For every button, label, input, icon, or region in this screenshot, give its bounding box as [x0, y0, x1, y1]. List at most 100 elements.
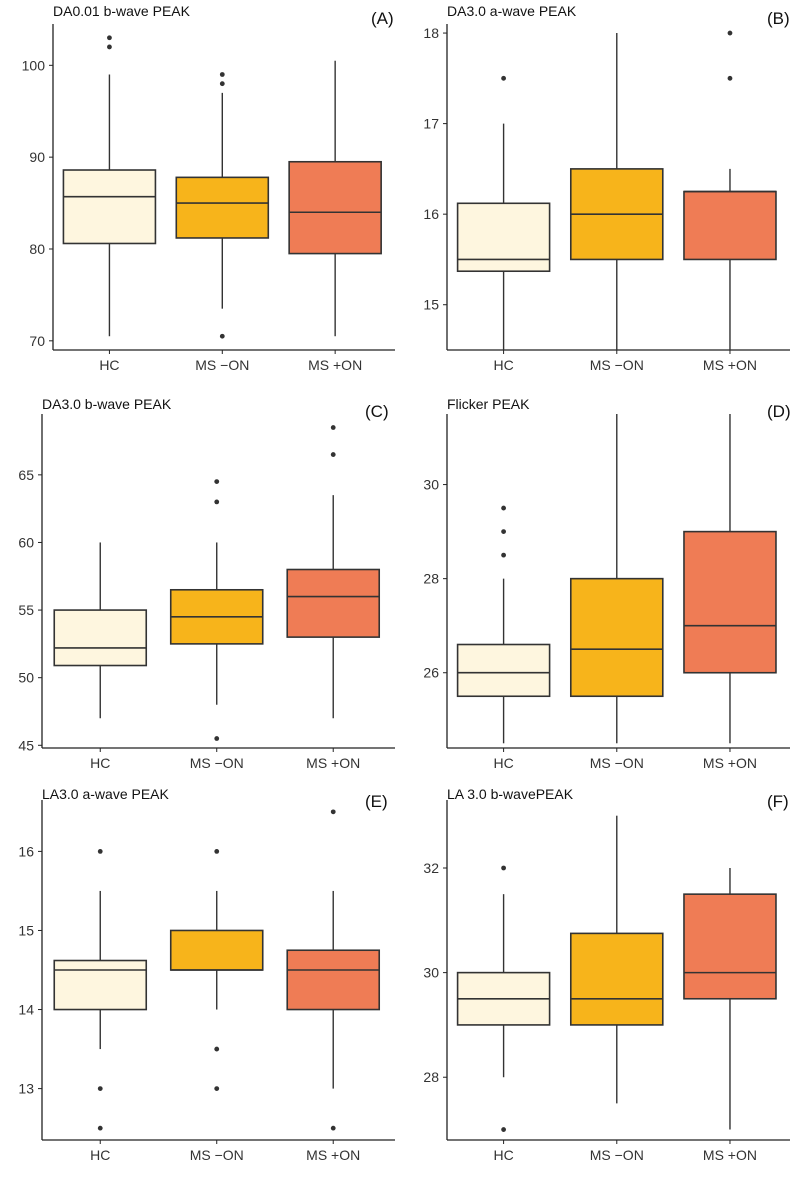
outlier-point: [97, 1125, 103, 1131]
box-hc: [53, 848, 148, 1131]
chart-panel-c: DA3.0 b-wave PEAK (C) 45 50 55 60 65 HC MS −ON MS…: [18, 396, 395, 771]
outlier-point: [501, 1127, 506, 1132]
box-ms-on: [569, 414, 664, 744]
iqr-box: [169, 929, 264, 971]
chart-panel-e: LA3.0 a-wave PEAK (E) 13 14 15 16 HC MS −ON MS +…: [18, 786, 395, 1163]
outlier-point: [214, 499, 220, 505]
box-ms-on: [286, 809, 381, 1131]
x-tick-label: MS −ON: [195, 357, 249, 373]
iqr-box: [456, 202, 551, 273]
y-tick-label: 16: [18, 843, 34, 859]
iqr-box: [286, 949, 381, 1011]
iqr-box: [683, 190, 777, 261]
x-tick-label: MS −ON: [590, 1147, 644, 1163]
chart-panel-b: DA3.0 a-wave PEAK (B) 15 16 17 18 HC MS −ON MS +…: [423, 3, 790, 373]
panel-letter: (E): [365, 792, 388, 811]
outlier-point: [330, 425, 336, 430]
outlier-point: [219, 333, 225, 339]
panel-letter: (F): [767, 792, 789, 811]
chart-panel-f: LA 3.0 b-wavePEAK (F) 28 30 32 HC MS −ON MS +ON: [423, 786, 790, 1163]
iqr-box: [569, 932, 664, 1026]
outlier-point: [727, 30, 733, 36]
x-tick-label: HC: [99, 357, 119, 373]
iqr-box: [53, 959, 148, 1011]
x-tick-label: MS −ON: [590, 357, 644, 373]
iqr-box: [456, 643, 551, 698]
iqr-box: [53, 609, 148, 667]
panel-title: LA 3.0 b-wavePEAK: [447, 786, 574, 802]
box-ms-on: [169, 848, 264, 1092]
outlier-point: [727, 75, 733, 81]
box-ms-on: [569, 33, 664, 350]
outlier-point: [97, 1086, 103, 1092]
x-tick-label: HC: [493, 357, 513, 373]
outlier-point: [214, 736, 220, 741]
x-tick-label: MS −ON: [190, 1147, 244, 1163]
x-tick-label: HC: [90, 1147, 110, 1163]
box-ms-on: [683, 414, 777, 744]
x-tick-label: MS +ON: [308, 357, 362, 373]
x-tick-label: HC: [493, 755, 513, 771]
outlier-point: [501, 505, 506, 511]
x-tick-label: MS +ON: [306, 1147, 360, 1163]
box-ms-on: [683, 30, 777, 350]
panel-title: DA0.01 b-wave PEAK: [53, 3, 191, 19]
y-tick-label: 18: [423, 25, 439, 41]
y-tick-label: 70: [29, 333, 45, 349]
outlier-point: [330, 1125, 336, 1131]
iqr-box: [62, 169, 157, 245]
y-tick-label: 15: [18, 922, 34, 938]
panel-letter: (D): [767, 402, 791, 421]
iqr-box: [569, 577, 664, 698]
box-hc: [456, 75, 551, 350]
x-tick-label: MS −ON: [590, 755, 644, 771]
outlier-point: [330, 452, 336, 457]
x-tick-label: MS +ON: [306, 755, 360, 771]
x-tick-label: HC: [90, 755, 110, 771]
y-tick-label: 50: [18, 670, 34, 686]
box-hc: [53, 542, 148, 719]
y-tick-label: 32: [423, 860, 439, 876]
y-tick-label: 13: [18, 1081, 34, 1097]
panel-letter: (A): [371, 9, 394, 28]
y-tick-label: 80: [29, 241, 45, 257]
y-tick-label: 17: [423, 116, 439, 132]
outlier-point: [214, 1046, 220, 1052]
y-tick-label: 30: [423, 965, 439, 981]
panel-letter: (B): [767, 9, 790, 28]
chart-panel-a: DA0.01 b-wave PEAK (A) 70 80 90 100 HC MS −ON MS…: [22, 3, 395, 373]
box-ms-on: [683, 868, 777, 1130]
panel-title: Flicker PEAK: [447, 396, 530, 412]
y-tick-label: 100: [22, 57, 46, 73]
y-tick-label: 15: [423, 297, 439, 313]
box-ms-on: [288, 60, 382, 337]
iqr-box: [175, 176, 270, 239]
x-tick-label: MS +ON: [703, 1147, 757, 1163]
x-tick-label: MS +ON: [703, 755, 757, 771]
chart-panel-d: Flicker PEAK (D) 26 28 30 HC MS −ON MS +ON: [423, 396, 790, 771]
outlier-point: [107, 35, 112, 41]
outlier-point: [330, 809, 336, 815]
box-ms-on: [569, 815, 664, 1104]
outlier-point: [214, 848, 220, 854]
y-tick-label: 26: [423, 665, 439, 681]
panel-title: LA3.0 a-wave PEAK: [42, 786, 170, 802]
outlier-point: [501, 552, 506, 558]
y-tick-label: 65: [18, 467, 34, 483]
outlier-point: [214, 479, 220, 485]
y-tick-label: 55: [18, 602, 34, 618]
outlier-point: [501, 865, 506, 871]
outlier-point: [214, 1086, 220, 1092]
panel-letter: (C): [365, 402, 389, 421]
x-tick-label: HC: [493, 1147, 513, 1163]
outlier-point: [97, 848, 103, 854]
panel-title: DA3.0 a-wave PEAK: [447, 3, 577, 19]
iqr-box: [286, 568, 381, 638]
box-ms-on: [169, 479, 264, 741]
outlier-point: [107, 44, 112, 50]
y-tick-label: 16: [423, 206, 439, 222]
box-ms-on: [175, 72, 270, 339]
outlier-point: [501, 75, 506, 81]
box-ms-on: [286, 425, 381, 719]
outlier-point: [501, 529, 506, 535]
